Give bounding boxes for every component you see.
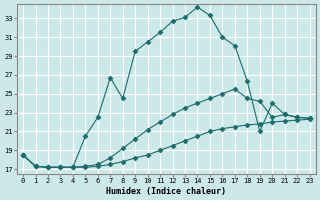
X-axis label: Humidex (Indice chaleur): Humidex (Indice chaleur) (106, 187, 226, 196)
